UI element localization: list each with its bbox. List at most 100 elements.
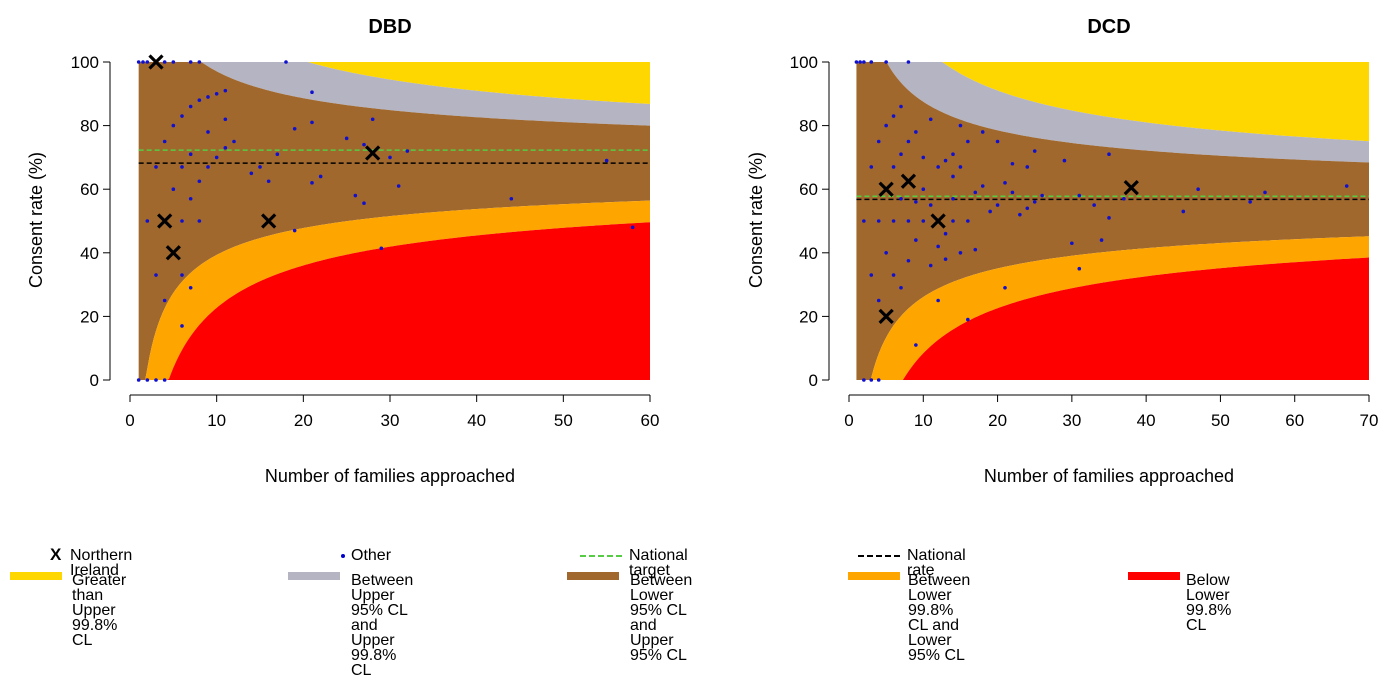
x-tick-label: 20	[988, 411, 1007, 430]
x-tick-label: 50	[1211, 411, 1230, 430]
northern-ireland-point	[1123, 179, 1139, 196]
other-point	[1025, 165, 1030, 169]
other-point	[958, 251, 963, 255]
northern-ireland-point	[900, 173, 917, 189]
other-point	[876, 219, 881, 223]
other-point	[509, 196, 514, 201]
northern-ireland-point	[148, 54, 164, 70]
other-point	[884, 123, 888, 128]
other-point	[266, 179, 271, 184]
other-point	[966, 219, 970, 223]
other-point	[862, 219, 866, 223]
other-point	[928, 117, 933, 122]
northern-ireland-point	[930, 213, 946, 229]
other-point	[862, 378, 866, 382]
other-point	[899, 152, 903, 157]
x-marker	[157, 213, 173, 229]
x-tick-label: 20	[294, 411, 313, 430]
other-point	[958, 165, 963, 169]
other-point	[310, 120, 314, 125]
other-point	[275, 152, 280, 157]
x-tick-label: 30	[1062, 411, 1081, 430]
other-point	[310, 181, 314, 185]
other-point	[1003, 285, 1007, 290]
other-point	[928, 203, 933, 207]
legend-label: Between Lower 95% CL and Upper 95% CL	[630, 572, 693, 664]
plot-area: 0 20 40 60 80 100 0 10 20 30 40 50 60	[71, 53, 660, 430]
other-point	[362, 142, 366, 147]
other-point	[180, 324, 184, 328]
other-point	[943, 158, 948, 163]
chart-title: DCD	[1087, 16, 1130, 38]
other-point	[353, 193, 358, 198]
northern-ireland-point	[365, 145, 381, 161]
other-point	[284, 60, 288, 64]
y-tick-label: 40	[80, 244, 99, 263]
other-point	[162, 60, 167, 64]
other-point	[1010, 190, 1015, 195]
other-point	[995, 139, 1000, 144]
other-point	[899, 104, 903, 109]
other-point	[344, 136, 349, 141]
other-point	[1248, 200, 1252, 204]
other-point	[899, 196, 903, 201]
other-point	[1070, 241, 1074, 246]
other-point	[141, 60, 145, 64]
other-point	[891, 219, 896, 223]
other-point	[906, 60, 911, 64]
other-point	[630, 225, 635, 230]
other-point	[145, 60, 150, 64]
other-point	[891, 114, 896, 118]
other-point	[966, 139, 970, 144]
other-point	[906, 139, 911, 144]
other-point	[980, 184, 985, 188]
x-marker	[1123, 179, 1139, 196]
other-point	[258, 165, 262, 169]
other-point	[876, 378, 881, 382]
x-tick-label: 30	[381, 411, 400, 430]
other-point	[914, 130, 918, 134]
x-tick-label: 10	[914, 411, 933, 430]
other-point	[1107, 216, 1111, 220]
y-tick-label: 40	[799, 244, 818, 263]
other-point	[388, 155, 392, 160]
other-point	[405, 149, 410, 153]
other-point	[854, 60, 859, 64]
legend-label: Greater than Upper 99.8% CL	[72, 572, 127, 649]
other-point	[370, 117, 375, 122]
other-point	[951, 152, 955, 157]
y-tick-label: 0	[809, 371, 818, 390]
other-point	[891, 273, 896, 277]
other-point	[1099, 238, 1104, 242]
other-point	[869, 273, 874, 277]
red-swatch-icon	[1128, 572, 1180, 580]
other-point	[869, 60, 874, 64]
band-below-lower-998	[856, 257, 1369, 380]
other-point	[921, 155, 926, 160]
band-between-lower-998-95	[856, 236, 1369, 380]
band-between-95	[856, 62, 1369, 380]
x-marker	[261, 213, 277, 229]
northern-ireland-point	[261, 213, 277, 229]
band-between-95	[138, 62, 651, 380]
other-point	[292, 126, 297, 131]
y-tick-label: 60	[80, 180, 99, 199]
other-point	[162, 378, 167, 382]
other-point	[1077, 266, 1082, 271]
other-point	[188, 60, 193, 64]
plot-area: 0 20 40 60 80 100 0 10 20 30 40 50 60 70	[790, 53, 1379, 430]
other-point	[197, 219, 202, 223]
green-dash-icon	[580, 555, 622, 557]
other-point	[884, 60, 888, 64]
y-tick-label: 20	[799, 307, 818, 326]
legend-label: National rate	[907, 547, 966, 579]
northern-ireland-point	[878, 181, 894, 197]
x-tick-label: 70	[1360, 411, 1379, 430]
legend-label: Between Lower 99.8% CL and Lower 95% CL	[908, 572, 971, 664]
other-point	[1032, 200, 1037, 204]
y-tick-label: 60	[799, 180, 818, 199]
other-point	[188, 196, 193, 201]
y-tick-label: 80	[799, 117, 818, 136]
y-tick-label: 100	[71, 53, 99, 72]
other-point	[906, 258, 911, 263]
